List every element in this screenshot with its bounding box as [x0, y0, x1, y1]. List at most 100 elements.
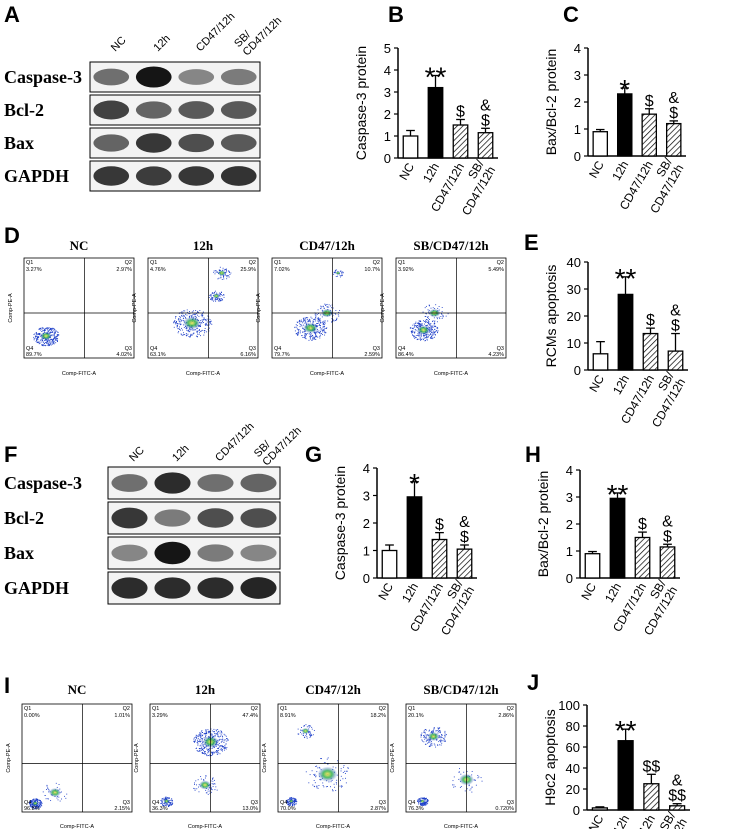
fc-event-dot [303, 331, 305, 333]
fc-event-dot [434, 326, 436, 328]
fc-event-dot [47, 342, 49, 344]
fc-event-dot [57, 331, 59, 333]
fc-event-dot [421, 323, 423, 325]
fc-event-dot [175, 322, 177, 324]
fc-event-dot [323, 322, 324, 324]
category-label-line: 12h [610, 373, 632, 397]
fc-event-dot [188, 313, 190, 315]
fc-event-dot [177, 319, 179, 321]
fc-event-dot [305, 771, 307, 773]
fc-event-dot [222, 738, 223, 740]
y-tick-label: 40 [567, 255, 581, 270]
fc-y-axis-label: Comp-PE-A [132, 293, 138, 323]
fc-event-dot [327, 786, 328, 788]
fc-event-dot [427, 324, 428, 326]
fc-event-dot [222, 267, 224, 269]
fc-event-dot [220, 294, 222, 295]
fc-event-dot [332, 314, 334, 316]
fc-event-dot [199, 325, 201, 327]
fc-event-dot [446, 734, 447, 736]
fc-event-dot [32, 799, 33, 801]
fc-event-dot [51, 327, 53, 329]
fc-event-dot [304, 334, 306, 335]
fc-event-dot [180, 320, 182, 322]
fc-event-dot [296, 332, 298, 334]
fc-event-dot [324, 327, 326, 329]
fc-event-dot [188, 335, 190, 337]
fc-event-dot [227, 739, 229, 741]
fc-density-core [303, 322, 318, 334]
significance-mark: & [672, 773, 683, 790]
fc-event-dot [221, 732, 223, 734]
fc-event-dot [65, 797, 67, 799]
fc-event-dot [192, 310, 194, 312]
fc-event-dot [36, 798, 38, 800]
fc-event-dot [417, 339, 419, 341]
fc-q4-label: Q4 [26, 346, 33, 352]
fc-event-dot [198, 740, 200, 742]
fc-event-dot [326, 328, 327, 329]
fc-event-dot [428, 305, 430, 307]
fc-event-dot [323, 328, 325, 330]
fc-event-dot [286, 802, 287, 804]
fc-event-dot [335, 275, 337, 277]
fc-event-dot [340, 786, 342, 788]
fc-event-dot [414, 324, 416, 326]
fc-event-dot [475, 779, 476, 781]
fc-event-dot [286, 799, 288, 801]
fc-event-dot [202, 311, 204, 313]
fc-event-dot [313, 337, 315, 339]
fc-event-dot [200, 778, 202, 780]
fc-event-dot [328, 304, 330, 306]
fc-event-dot [427, 738, 429, 740]
y-tick-label: 3 [574, 68, 581, 83]
fc-event-dot [201, 743, 203, 745]
fc-event-dot [171, 802, 173, 804]
fc-event-dot [420, 804, 422, 806]
wb-row-label: Bax [4, 133, 34, 153]
y-tick-label: 20 [567, 309, 581, 324]
fc-event-dot [411, 330, 413, 332]
fc-event-dot [311, 339, 313, 341]
fc-event-dot [220, 734, 222, 736]
fc-event-dot [437, 727, 439, 729]
fc-event-dot [426, 335, 428, 337]
fc-event-dot [40, 803, 42, 805]
bar [477, 132, 494, 159]
fc-event-dot [288, 804, 290, 806]
fc-event-dot [418, 324, 420, 326]
fc-event-dot [303, 318, 305, 320]
fc-event-dot [414, 326, 416, 328]
fc-event-dot [319, 335, 321, 337]
fc-event-dot [327, 757, 329, 759]
fc-event-dot [325, 762, 326, 764]
category-label: NC [375, 580, 396, 602]
fc-density-core [199, 780, 211, 790]
fc-event-dot [193, 787, 195, 789]
wb-row-label: Bcl-2 [4, 508, 44, 528]
fc-event-dot [169, 799, 171, 801]
fc-event-dot [180, 323, 182, 325]
fc-event-dot [324, 322, 326, 324]
fc-event-dot [38, 806, 40, 808]
fc-event-dot [199, 739, 201, 741]
fc-event-dot [178, 331, 180, 332]
fc-event-dot [38, 327, 40, 329]
fc-event-dot [31, 800, 33, 802]
fc-event-dot [217, 734, 219, 736]
fc-event-dot [204, 746, 206, 748]
fc-event-dot [425, 320, 427, 322]
fc-event-dot [340, 270, 342, 272]
fc-event-dot [427, 739, 429, 741]
fc-event-dot [315, 332, 317, 334]
fc-event-dot [442, 740, 444, 742]
fc-event-dot [56, 334, 58, 336]
fc-event-dot [334, 269, 336, 271]
fc-event-dot [324, 332, 326, 334]
fc-event-dot [463, 771, 465, 773]
fc-event-dot [213, 292, 215, 294]
fc-event-dot [293, 797, 295, 799]
fc-event-dot [187, 333, 189, 335]
fc-event-dot [338, 315, 340, 317]
